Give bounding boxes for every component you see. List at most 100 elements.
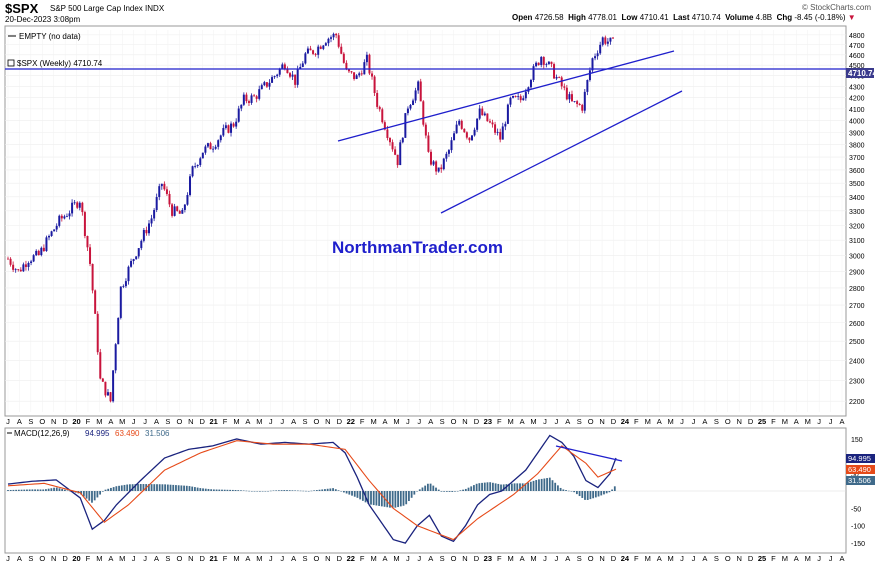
x-tick-label: J	[817, 417, 821, 426]
candle-body	[596, 53, 599, 57]
x-tick-label: 23	[484, 417, 492, 426]
candle-body	[337, 35, 340, 47]
candle-body	[137, 248, 140, 257]
histogram-bar	[326, 488, 329, 491]
last-value-tag	[846, 68, 874, 78]
x-tick-label: M	[119, 554, 125, 563]
candle-body	[68, 213, 71, 217]
histogram-bar	[286, 490, 288, 491]
x-tick-label: J	[692, 554, 696, 563]
histogram-bar	[42, 489, 45, 491]
histogram-bar	[594, 491, 597, 498]
candle-body	[109, 392, 112, 402]
candle-body	[453, 133, 456, 141]
x-tick-label: J	[6, 417, 10, 426]
histogram-bar	[567, 490, 570, 492]
histogram-bar	[283, 490, 286, 491]
candle-body	[12, 264, 15, 270]
x-tick-label: O	[451, 417, 457, 426]
candle-body	[491, 122, 494, 125]
candle-body	[458, 120, 461, 125]
candle-body	[509, 97, 512, 105]
x-tick-label: A	[428, 554, 433, 563]
x-tick-label: M	[256, 554, 262, 563]
candle-body	[288, 73, 291, 77]
x-tick-label: J	[143, 417, 147, 426]
x-tick-label: N	[325, 417, 330, 426]
histogram-bar	[223, 489, 226, 491]
histogram-bar	[147, 484, 150, 491]
price-tick-label: 3600	[849, 168, 865, 175]
x-tick-label: S	[303, 554, 308, 563]
histogram-bar	[115, 486, 118, 491]
x-tick-label: N	[51, 417, 56, 426]
x-tick-label: 22	[347, 554, 355, 563]
histogram-bar	[313, 490, 316, 491]
x-tick-label: M	[96, 554, 102, 563]
histogram-bar	[107, 488, 110, 491]
histogram-bar	[237, 490, 240, 491]
candle-body	[119, 286, 122, 318]
x-tick-label: F	[634, 554, 639, 563]
histogram-bar	[305, 490, 307, 492]
histogram-bar	[397, 491, 399, 508]
histogram-bar	[112, 487, 115, 491]
price-tick-label: 4200	[849, 96, 865, 103]
candle-body	[478, 108, 481, 119]
x-tick-label: M	[508, 417, 514, 426]
candle-body	[40, 247, 43, 256]
price-tick-label: 2500	[849, 339, 865, 346]
candle-body	[435, 161, 438, 172]
histogram-bar	[134, 484, 137, 491]
price-tick-label: 3100	[849, 238, 865, 245]
x-tick-label: S	[165, 417, 170, 426]
candle-body	[130, 261, 133, 267]
candle-body	[240, 104, 243, 109]
x-tick-label: J	[555, 554, 559, 563]
candle-body	[324, 43, 327, 46]
histogram-bar	[538, 479, 540, 491]
histogram-bar	[28, 489, 31, 491]
histogram-bar	[516, 483, 519, 491]
x-tick-label: 21	[209, 417, 217, 426]
candle-body	[132, 259, 135, 262]
histogram-bar	[202, 488, 204, 491]
histogram-bar	[483, 482, 486, 491]
histogram-bar	[207, 488, 210, 491]
histogram-bar	[229, 489, 232, 491]
watermark: NorthmanTrader.com	[332, 238, 503, 257]
histogram-bar	[543, 478, 546, 491]
x-tick-label: A	[657, 554, 662, 563]
x-tick-label: D	[200, 417, 206, 426]
histogram-bar	[23, 489, 26, 491]
histogram-bar	[513, 483, 516, 491]
histogram-bar	[250, 491, 253, 492]
histogram-bar	[199, 488, 202, 491]
histogram-bar	[345, 491, 348, 494]
histogram-bar	[329, 488, 332, 491]
histogram-bar	[7, 490, 9, 491]
x-tick-label: J	[417, 554, 421, 563]
candle-body	[140, 240, 143, 249]
x-tick-label: J	[269, 417, 273, 426]
x-tick-label: S	[303, 417, 308, 426]
histogram-bar	[34, 489, 36, 491]
candle-body	[58, 215, 61, 226]
histogram-bar	[546, 478, 548, 491]
histogram-bar	[88, 491, 91, 501]
price-tick-label: 3700	[849, 155, 865, 162]
candle-body	[212, 148, 215, 150]
x-tick-label: M	[370, 417, 376, 426]
candle-body	[535, 62, 538, 67]
candle-body	[255, 96, 258, 99]
histogram-bar	[253, 491, 256, 492]
candle-body	[286, 68, 289, 74]
x-tick-label: 20	[72, 554, 80, 563]
histogram-bar	[120, 485, 123, 491]
histogram-bar	[231, 489, 234, 491]
x-tick-label: A	[794, 417, 799, 426]
candle-body	[412, 100, 415, 105]
histogram-bar	[129, 484, 131, 491]
x-tick-label: O	[451, 554, 457, 563]
x-tick-label: S	[165, 554, 170, 563]
